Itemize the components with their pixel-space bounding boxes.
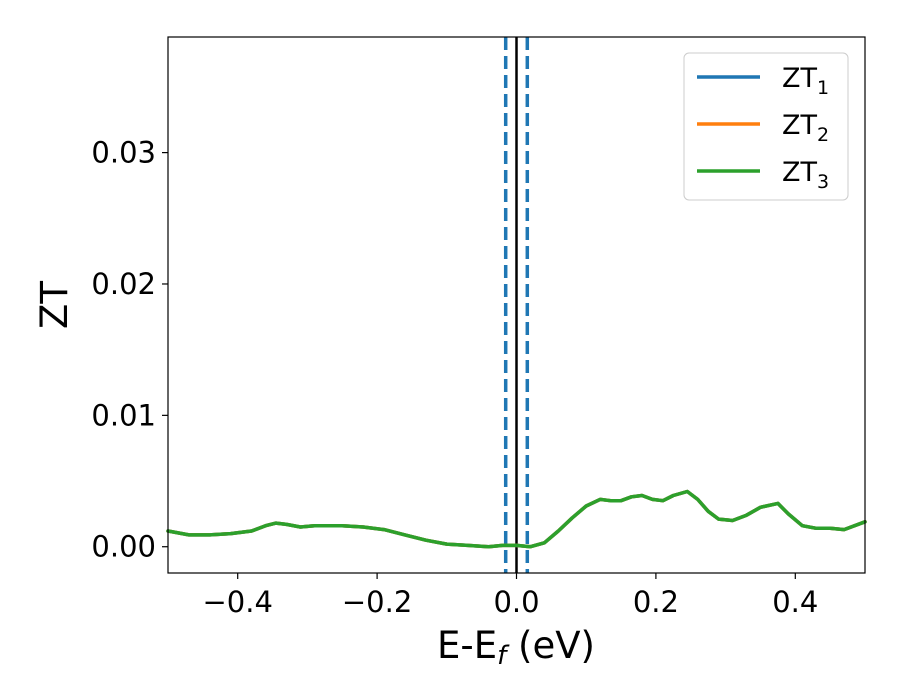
x-tick-label: 0.0	[493, 585, 539, 619]
y-axis-ticks: 0.00 0.01 0.02 0.03	[91, 136, 168, 564]
y-axis-title: ZT	[33, 281, 76, 329]
legend: ZT1 ZT2 ZT3	[683, 52, 849, 201]
x-axis-title-unit: (eV)	[506, 624, 595, 667]
y-tick-label: 0.02	[91, 267, 156, 301]
y-tick-label: 0.00	[91, 530, 156, 564]
series-line-3	[166, 489, 867, 549]
x-tick-label: −0.4	[202, 585, 272, 619]
x-tick-label: 0.4	[772, 585, 818, 619]
legend-label-2: ZT2	[782, 110, 829, 146]
x-axis-title: E-Ef (eV)	[437, 624, 595, 671]
legend-label-1: ZT1	[782, 63, 829, 99]
x-axis-ticks: −0.4 −0.2 0.0 0.2 0.4	[202, 573, 818, 619]
reference-lines	[503, 37, 530, 573]
x-tick-label: −0.2	[342, 585, 412, 619]
legend-items: ZT1 ZT2 ZT3	[697, 63, 829, 193]
series-lines	[166, 489, 867, 549]
x-tick-label: 0.2	[633, 585, 679, 619]
legend-label-3: ZT3	[782, 157, 829, 193]
y-tick-label: 0.01	[91, 398, 156, 432]
y-tick-label: 0.03	[91, 136, 156, 170]
legend-box	[683, 52, 849, 201]
